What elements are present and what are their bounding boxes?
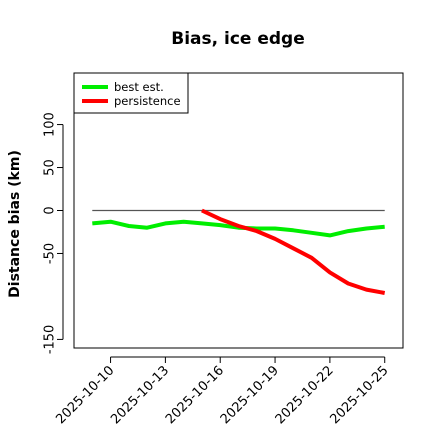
y-tick-label: -50: [43, 243, 58, 264]
y-tick-label: 0: [43, 206, 58, 214]
x-tick-label: 2025-10-13: [108, 363, 172, 427]
series-line-best-est: [92, 219, 385, 238]
y-tick-label: 100: [43, 112, 58, 137]
x-axis: 2025-10-102025-10-132025-10-162025-10-19…: [53, 356, 392, 427]
x-tick-label: 2025-10-22: [273, 363, 337, 427]
y-tick-label: -150: [43, 325, 58, 355]
legend-box: [73, 72, 189, 114]
chart-title: Bias, ice edge: [171, 29, 305, 49]
legend-label: persistence: [114, 94, 181, 108]
plot-frame: [73, 72, 404, 349]
y-tick-label: 50: [43, 159, 58, 176]
legend-label: best est.: [114, 80, 164, 94]
legend: best est.persistence: [73, 72, 189, 114]
plot-lines: [92, 208, 386, 295]
series-line-persistence: [201, 208, 386, 295]
y-axis-label: Distance bias (km): [7, 150, 23, 298]
x-tick-label: 2025-10-25: [328, 363, 392, 427]
y-axis: 100 50 0 -50 -150: [43, 112, 64, 354]
